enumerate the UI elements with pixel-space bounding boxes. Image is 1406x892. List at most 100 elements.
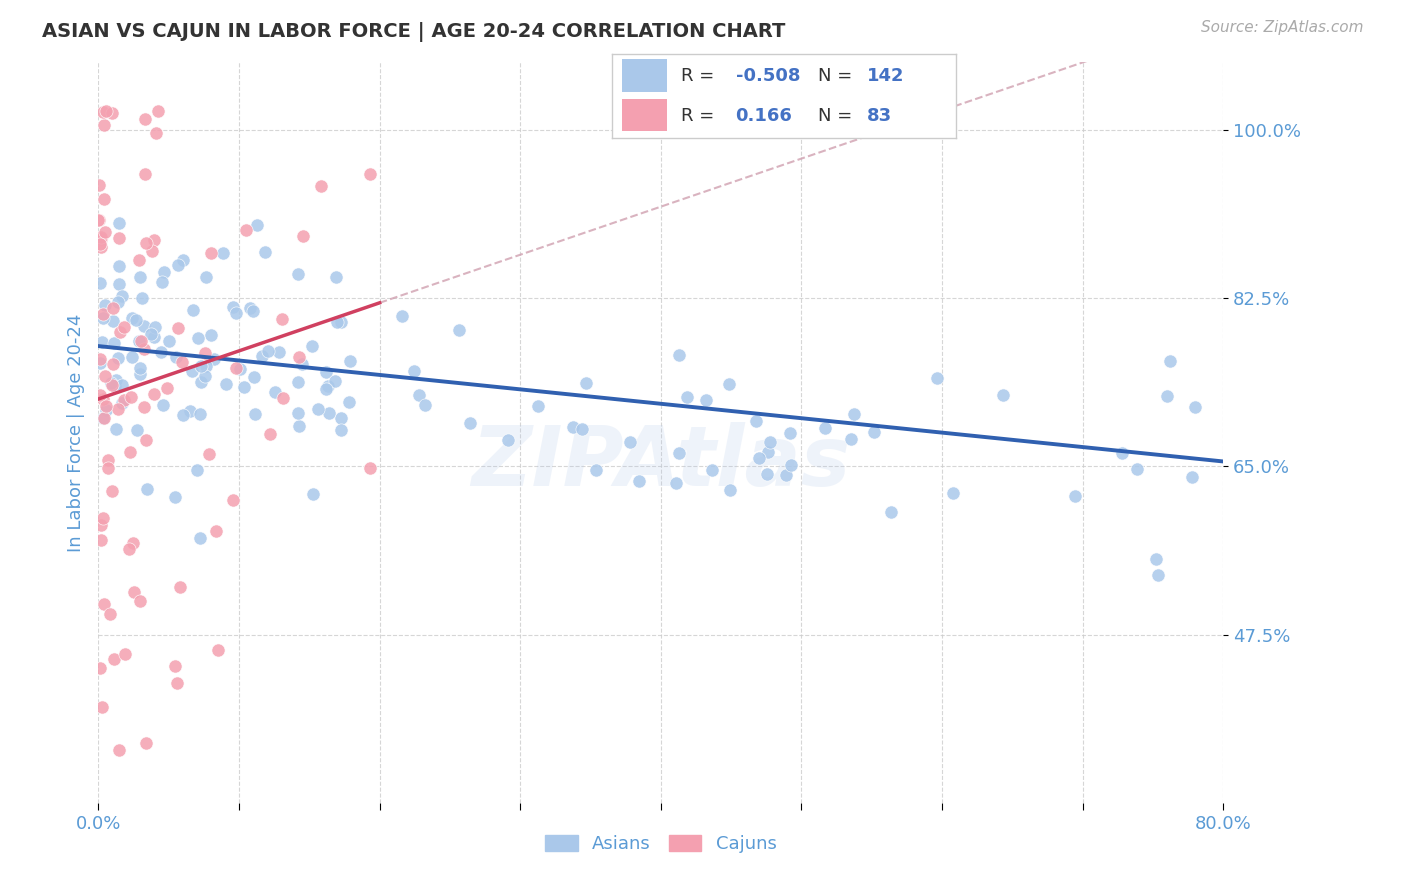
Point xyxy=(90,334,112,349)
Point xyxy=(134,342,156,356)
Point xyxy=(90,240,112,254)
Point xyxy=(94,298,117,312)
Point xyxy=(170,355,193,369)
Point xyxy=(118,542,141,557)
Point xyxy=(628,475,651,489)
Point xyxy=(120,390,142,404)
Point xyxy=(315,383,337,397)
Point xyxy=(153,265,176,279)
Point xyxy=(211,245,233,260)
Point xyxy=(668,349,690,363)
Point xyxy=(93,118,115,132)
Point xyxy=(745,414,768,428)
Point xyxy=(149,344,172,359)
Point xyxy=(143,233,166,247)
Legend: Asians, Cajuns: Asians, Cajuns xyxy=(538,828,783,861)
Point xyxy=(309,179,332,194)
Point xyxy=(101,106,124,120)
Point xyxy=(134,400,156,414)
Point xyxy=(93,193,115,207)
Point xyxy=(190,359,212,374)
Point xyxy=(121,350,143,364)
Point xyxy=(122,535,145,549)
Point xyxy=(413,398,436,412)
Point xyxy=(676,390,699,404)
Point xyxy=(100,484,122,499)
Point xyxy=(103,652,125,666)
Point xyxy=(111,378,134,392)
Point xyxy=(105,422,128,436)
Point xyxy=(91,307,114,321)
Point xyxy=(90,533,112,547)
Point xyxy=(145,126,167,140)
Point xyxy=(229,362,252,376)
Point xyxy=(245,407,267,421)
Point xyxy=(202,352,225,367)
Point xyxy=(91,105,114,120)
Point xyxy=(157,334,180,349)
Point xyxy=(814,420,837,434)
Point xyxy=(271,311,294,326)
Point xyxy=(288,350,311,364)
Point xyxy=(318,406,340,420)
Point xyxy=(89,237,111,252)
Point xyxy=(156,381,179,395)
Point xyxy=(134,433,156,447)
Text: 83: 83 xyxy=(866,107,891,125)
Text: N =: N = xyxy=(818,67,858,85)
Point xyxy=(301,339,323,353)
Point xyxy=(172,252,194,267)
Point xyxy=(111,396,134,410)
Point xyxy=(187,331,209,345)
Point xyxy=(242,303,264,318)
Point xyxy=(291,357,314,371)
Point xyxy=(132,319,155,334)
Point xyxy=(128,252,150,267)
Point xyxy=(235,223,257,237)
Point xyxy=(97,461,120,475)
Point xyxy=(103,336,125,351)
Point xyxy=(94,103,117,118)
Point xyxy=(108,277,131,292)
Point xyxy=(942,486,965,500)
Point xyxy=(89,178,111,192)
Point xyxy=(198,447,221,461)
Text: 142: 142 xyxy=(866,67,904,85)
Point xyxy=(1126,462,1149,476)
Point xyxy=(330,424,353,438)
Point xyxy=(146,103,169,118)
Point xyxy=(1111,446,1133,460)
Point xyxy=(141,244,163,259)
Point xyxy=(315,365,337,379)
Text: -0.508: -0.508 xyxy=(735,67,800,85)
Point xyxy=(288,418,311,433)
Point xyxy=(134,168,156,182)
Point xyxy=(1181,469,1204,483)
Point xyxy=(254,245,277,260)
Point xyxy=(129,368,152,382)
Point xyxy=(89,356,111,370)
Point xyxy=(103,379,125,393)
Point xyxy=(181,303,204,318)
Point xyxy=(243,370,266,384)
Y-axis label: In Labor Force | Age 20-24: In Labor Force | Age 20-24 xyxy=(66,313,84,552)
Point xyxy=(316,379,339,393)
Point xyxy=(257,343,280,358)
Point xyxy=(925,371,948,385)
Point xyxy=(125,313,148,327)
Point xyxy=(134,112,156,127)
Point xyxy=(1147,568,1170,582)
Point xyxy=(194,346,217,360)
Text: ZIPAtlas: ZIPAtlas xyxy=(471,422,851,503)
Point xyxy=(880,506,903,520)
Point xyxy=(172,408,194,422)
Point xyxy=(307,402,329,417)
Point xyxy=(1156,389,1178,403)
Point xyxy=(200,328,222,343)
Point xyxy=(108,260,131,274)
Point xyxy=(129,270,152,285)
Point xyxy=(91,411,114,425)
Point xyxy=(717,376,740,391)
Point xyxy=(114,647,136,661)
Point xyxy=(97,453,120,467)
